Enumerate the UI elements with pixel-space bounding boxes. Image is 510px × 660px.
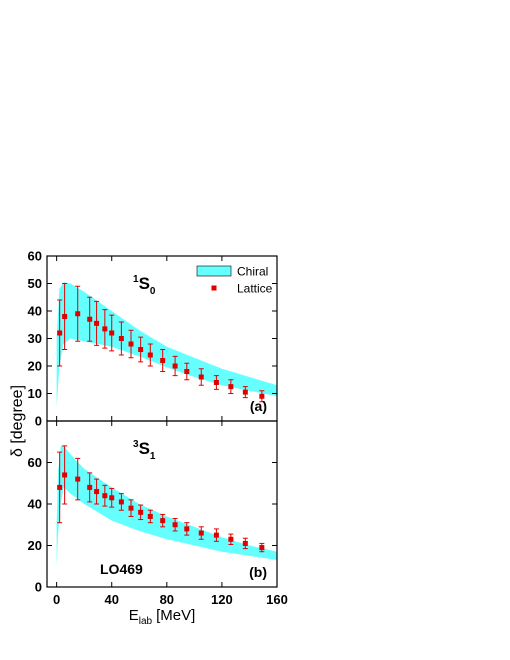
y-tick-label: 30 — [28, 331, 42, 346]
y-tick-label: 10 — [28, 386, 42, 401]
y-axis-label: δ [degree] — [9, 385, 26, 457]
point — [172, 363, 178, 369]
y-tick-label: 0 — [35, 580, 42, 595]
frame — [46, 420, 278, 588]
state-label: 1S0 — [133, 274, 156, 297]
state-sup: 1 — [133, 274, 139, 285]
point — [138, 509, 144, 515]
point — [147, 513, 153, 519]
legend-marker — [211, 285, 217, 291]
y-tick-label: 0 — [35, 414, 42, 429]
point — [259, 545, 265, 551]
legend-label: Lattice — [237, 282, 273, 296]
point — [94, 489, 100, 495]
point — [57, 484, 63, 490]
point — [102, 326, 108, 332]
state-label: 3S1 — [133, 439, 156, 462]
point — [198, 530, 204, 536]
band — [56, 282, 277, 408]
point — [118, 336, 124, 341]
x-tick-label: 0 — [53, 592, 60, 607]
x-label-main: E — [129, 607, 139, 624]
y-tick-label: 60 — [28, 455, 42, 470]
y-tick-label: 20 — [28, 359, 42, 374]
plot-area — [56, 282, 277, 408]
point — [94, 320, 100, 326]
point — [160, 518, 166, 524]
y-tick-label: 20 — [28, 538, 42, 553]
point — [62, 472, 68, 478]
point — [259, 393, 265, 399]
point — [75, 476, 81, 482]
x-tick-label: 40 — [104, 592, 118, 607]
x-tick-label: 160 — [266, 592, 288, 607]
x-axis-label: Elab [MeV] — [129, 607, 196, 627]
point — [109, 495, 115, 501]
panel-label: (a) — [250, 398, 267, 414]
point — [109, 330, 115, 336]
point — [242, 389, 248, 395]
point — [184, 526, 190, 532]
point — [147, 352, 153, 358]
point — [118, 499, 124, 505]
point — [198, 374, 204, 380]
state-main: S — [139, 439, 150, 458]
state-sub: 1 — [150, 451, 156, 462]
point — [128, 341, 134, 347]
band — [56, 445, 277, 567]
point — [228, 536, 234, 542]
point — [57, 330, 63, 336]
y-tick-label: 40 — [28, 304, 42, 319]
point — [228, 384, 234, 390]
y-tick-label: 50 — [28, 276, 42, 291]
point — [138, 347, 144, 352]
state-sup: 3 — [133, 439, 139, 450]
x-tick-label: 120 — [211, 592, 233, 607]
panel-label: (b) — [249, 564, 267, 580]
x-label-rest: [MeV] — [156, 607, 195, 624]
point — [213, 380, 219, 385]
plot-area — [56, 445, 277, 567]
annotation: LO469 — [100, 561, 143, 577]
legend-label: Chiral — [237, 265, 268, 279]
point — [62, 314, 68, 319]
y-tick-label: 60 — [28, 249, 42, 264]
point — [172, 522, 178, 528]
state-sub: 0 — [150, 286, 156, 297]
point — [75, 311, 81, 317]
point — [242, 540, 248, 546]
point — [87, 484, 93, 490]
point — [213, 532, 219, 538]
point — [87, 316, 93, 322]
point — [160, 358, 166, 363]
point — [128, 505, 134, 511]
x-label-sub: lab — [139, 616, 153, 627]
state-main: S — [139, 274, 150, 293]
x-tick-label: 80 — [160, 592, 174, 607]
point — [184, 369, 190, 374]
legend-swatch — [196, 265, 232, 277]
point — [102, 493, 108, 499]
y-tick-label: 40 — [28, 497, 42, 512]
